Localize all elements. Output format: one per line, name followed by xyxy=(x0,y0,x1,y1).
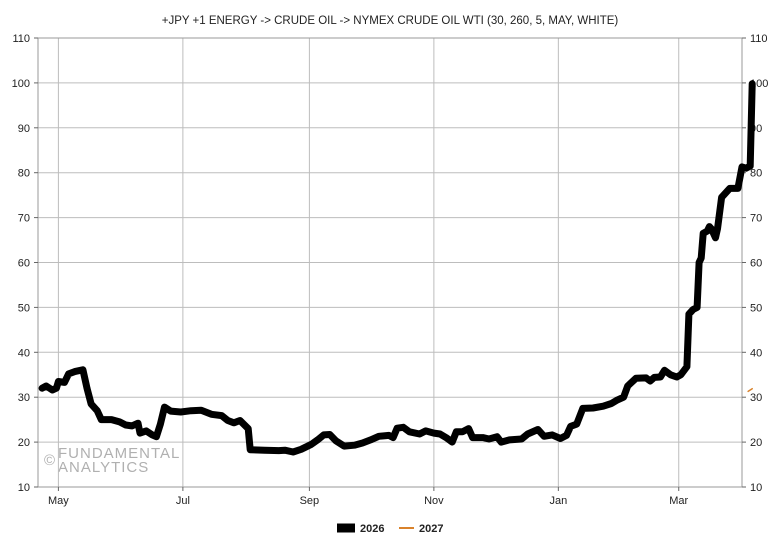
y-tick-label: 20 xyxy=(750,437,762,449)
y-tick-label: 10 xyxy=(750,482,762,494)
series-layer xyxy=(38,80,756,456)
y-tick-label: 110 xyxy=(750,33,768,45)
y-tick-label: 70 xyxy=(750,213,762,225)
series-line-2026 xyxy=(38,80,756,456)
y-tick-label: 80 xyxy=(750,168,762,180)
y-tick-label: 60 xyxy=(750,258,762,270)
y-tick-label: 50 xyxy=(750,302,762,314)
legend: 2026 2027 xyxy=(337,523,443,535)
legend-label-2026: 2026 xyxy=(360,523,384,535)
watermark: © FUNDAMENTAL ANALYTICS xyxy=(44,445,180,476)
y-axis-left: 10 20 30 40 50 60 70 80 90 100 110 xyxy=(12,33,38,494)
x-tick-label: Jan xyxy=(549,495,567,507)
watermark-symbol: © xyxy=(44,452,56,469)
x-tick-label: May xyxy=(48,495,69,507)
y-tick-label: 20 xyxy=(18,437,30,449)
x-axis: May Jul Sep Nov Jan Mar xyxy=(48,487,689,507)
x-tick-label: Jul xyxy=(176,495,190,507)
x-tick-label: Nov xyxy=(424,495,444,507)
y-tick-label: 100 xyxy=(12,78,30,90)
y-tick-label: 90 xyxy=(18,123,30,135)
y-tick-label: 60 xyxy=(18,258,30,270)
x-tick-label: Mar xyxy=(669,495,688,507)
grid xyxy=(38,37,742,488)
y-tick-label: 30 xyxy=(18,392,30,404)
y-tick-label: 70 xyxy=(18,213,30,225)
x-tick-label: Sep xyxy=(300,495,320,507)
legend-swatch-2027 xyxy=(399,527,414,529)
y-tick-label: 40 xyxy=(18,347,30,359)
y-tick-label: 10 xyxy=(18,482,30,494)
chart-title: +JPY +1 ENERGY -> CRUDE OIL -> NYMEX CRU… xyxy=(162,15,619,27)
y-tick-label: 80 xyxy=(18,168,30,180)
series-line-2027 xyxy=(747,387,753,393)
y-tick-label: 40 xyxy=(750,347,762,359)
legend-label-2027: 2027 xyxy=(419,523,443,535)
y-tick-label: 110 xyxy=(12,33,30,45)
y-tick-label: 30 xyxy=(750,392,762,404)
y-tick-label: 50 xyxy=(18,302,30,314)
watermark-line2: ANALYTICS xyxy=(58,459,149,476)
watermark-line1: FUNDAMENTAL xyxy=(58,445,180,462)
legend-swatch-2026 xyxy=(337,523,355,533)
